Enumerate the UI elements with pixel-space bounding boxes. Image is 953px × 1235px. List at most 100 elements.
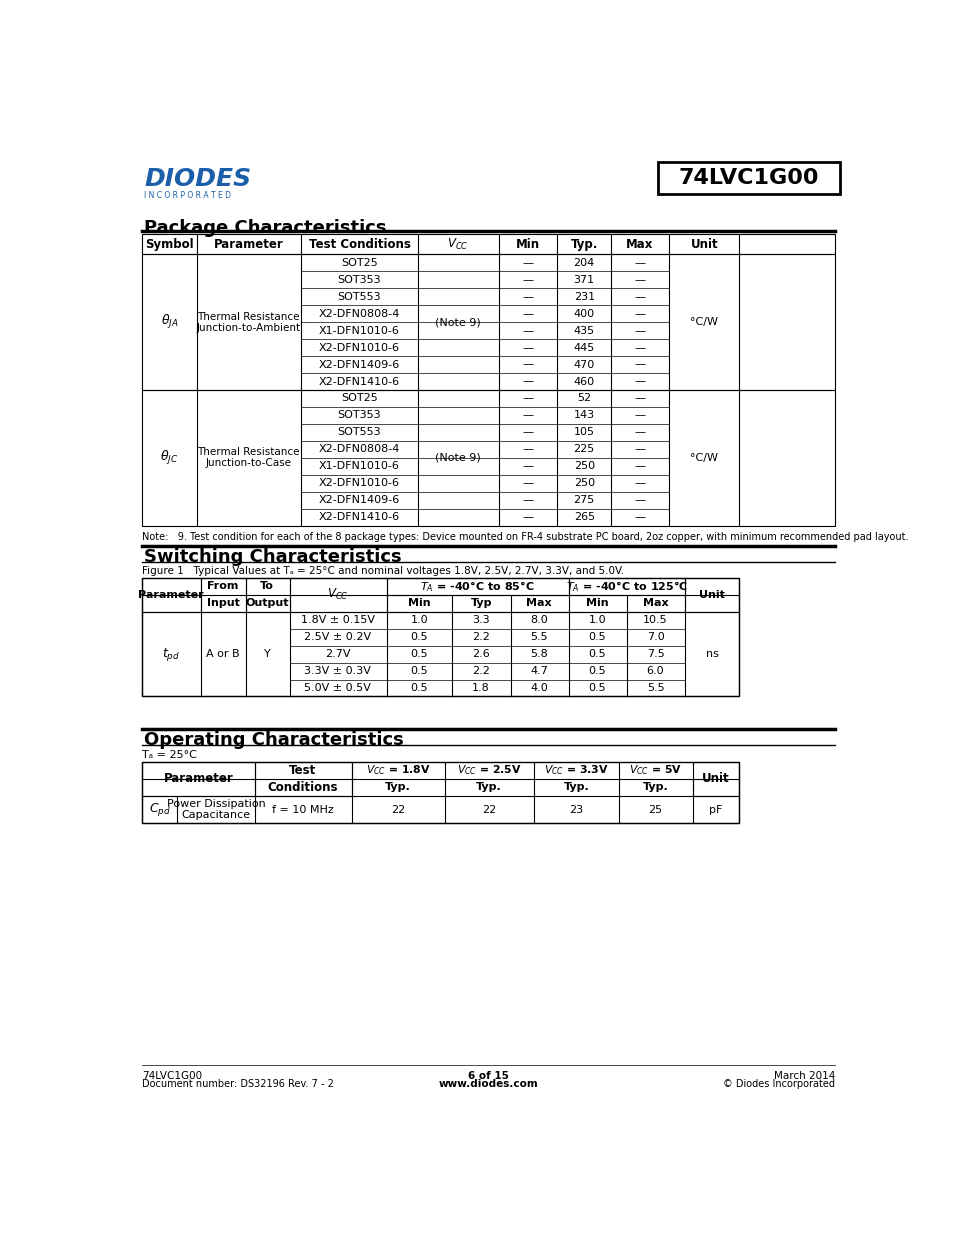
- Bar: [290, 578, 386, 611]
- Text: —: —: [634, 427, 645, 437]
- Text: Output: Output: [245, 598, 289, 609]
- Text: —: —: [634, 275, 645, 285]
- Text: SOT25: SOT25: [341, 394, 377, 404]
- Text: —: —: [521, 326, 533, 336]
- Text: $V_{CC}$ = 5V: $V_{CC}$ = 5V: [628, 763, 681, 777]
- Text: 0.5: 0.5: [410, 632, 428, 642]
- Text: Typ.: Typ.: [476, 782, 501, 793]
- Text: SOT553: SOT553: [337, 291, 381, 301]
- Text: (Note 9): (Note 9): [435, 453, 480, 463]
- Text: —: —: [634, 309, 645, 319]
- Bar: [142, 254, 835, 390]
- Text: 6.0: 6.0: [646, 666, 663, 676]
- Text: 0.5: 0.5: [410, 683, 428, 693]
- Text: 265: 265: [573, 513, 594, 522]
- Text: Parameter: Parameter: [163, 772, 233, 785]
- Text: 5.0V ± 0.5V: 5.0V ± 0.5V: [304, 683, 371, 693]
- Text: X2-DFN1010-6: X2-DFN1010-6: [318, 478, 399, 488]
- Text: $V_{CC}$ = 3.3V: $V_{CC}$ = 3.3V: [544, 763, 608, 777]
- Text: Min: Min: [585, 598, 608, 609]
- Text: Min: Min: [515, 238, 539, 251]
- Text: Operating Characteristics: Operating Characteristics: [144, 731, 403, 750]
- Text: Max: Max: [626, 238, 653, 251]
- Text: To: To: [260, 582, 274, 592]
- Text: —: —: [521, 495, 533, 505]
- Text: Conditions: Conditions: [268, 781, 337, 794]
- Text: SOT353: SOT353: [337, 275, 381, 285]
- Bar: [142, 390, 835, 526]
- Text: —: —: [521, 258, 533, 268]
- Text: From: From: [207, 582, 238, 592]
- Text: 445: 445: [573, 342, 595, 353]
- Text: $T_A$ = -40°C to 85°C: $T_A$ = -40°C to 85°C: [419, 579, 534, 594]
- Text: Test Conditions: Test Conditions: [308, 238, 410, 251]
- Text: 371: 371: [573, 275, 594, 285]
- Text: —: —: [521, 359, 533, 369]
- Text: $V_{CC}$ = 1.8V: $V_{CC}$ = 1.8V: [366, 763, 430, 777]
- Text: Input: Input: [207, 598, 239, 609]
- Text: Figure 1   Typical Values at Tₐ = 25°C and nominal voltages 1.8V, 2.5V, 2.7V, 3.: Figure 1 Typical Values at Tₐ = 25°C and…: [142, 567, 624, 577]
- Text: 250: 250: [573, 461, 594, 472]
- Text: 23: 23: [569, 805, 583, 815]
- Text: Typ.: Typ.: [385, 782, 411, 793]
- Text: 0.5: 0.5: [588, 683, 605, 693]
- Text: 225: 225: [573, 445, 595, 454]
- Text: DIODES: DIODES: [144, 168, 251, 191]
- Text: Junction-to-Case: Junction-to-Case: [206, 458, 292, 468]
- Bar: [142, 795, 739, 824]
- Text: —: —: [634, 342, 645, 353]
- Text: Y: Y: [264, 650, 271, 659]
- Text: 4.0: 4.0: [530, 683, 548, 693]
- Text: X1-DFN1010-6: X1-DFN1010-6: [318, 461, 399, 472]
- Text: 1.8V ± 0.15V: 1.8V ± 0.15V: [300, 615, 375, 625]
- Text: —: —: [521, 342, 533, 353]
- Text: 5.5: 5.5: [646, 683, 663, 693]
- Text: Typ.: Typ.: [642, 782, 668, 793]
- Text: 10.5: 10.5: [642, 615, 667, 625]
- Text: $V_{CC}$: $V_{CC}$: [327, 588, 348, 603]
- Text: $\theta_{JC}$: $\theta_{JC}$: [160, 448, 178, 467]
- Text: 2.6: 2.6: [472, 650, 490, 659]
- Text: 5.5: 5.5: [530, 632, 548, 642]
- Text: Switching Characteristics: Switching Characteristics: [144, 548, 401, 566]
- Text: 3.3: 3.3: [472, 615, 490, 625]
- Text: 1.0: 1.0: [410, 615, 428, 625]
- Text: —: —: [634, 326, 645, 336]
- Text: —: —: [521, 275, 533, 285]
- Text: $T_A$ = -40°C to 125°C: $T_A$ = -40°C to 125°C: [565, 579, 687, 594]
- Text: X2-DFN1410-6: X2-DFN1410-6: [318, 513, 399, 522]
- Text: Symbol: Symbol: [145, 238, 193, 251]
- Text: —: —: [634, 377, 645, 387]
- Text: pF: pF: [709, 805, 722, 815]
- Text: Typ.: Typ.: [570, 238, 598, 251]
- Text: Note:   9. Test condition for each of the 8 package types: Device mounted on FR-: Note: 9. Test condition for each of the …: [142, 531, 908, 542]
- Bar: [142, 762, 254, 795]
- Bar: [142, 611, 739, 697]
- Text: 22: 22: [391, 805, 405, 815]
- Text: A or B: A or B: [206, 650, 239, 659]
- Text: —: —: [634, 445, 645, 454]
- Text: Parameter: Parameter: [138, 590, 204, 600]
- Text: Typ: Typ: [470, 598, 492, 609]
- Text: Power Dissipation: Power Dissipation: [167, 799, 265, 809]
- Text: —: —: [634, 495, 645, 505]
- Text: —: —: [521, 427, 533, 437]
- Text: —: —: [521, 478, 533, 488]
- Text: 143: 143: [573, 410, 594, 420]
- Text: 0.5: 0.5: [588, 632, 605, 642]
- Text: —: —: [521, 291, 533, 301]
- Text: —: —: [634, 478, 645, 488]
- Text: —: —: [521, 513, 533, 522]
- Bar: [142, 578, 200, 611]
- Text: 2.7V: 2.7V: [325, 650, 350, 659]
- Text: Unit: Unit: [699, 590, 724, 600]
- Bar: [658, 162, 840, 194]
- Text: 3.3V ± 0.3V: 3.3V ± 0.3V: [304, 666, 371, 676]
- Text: Tₐ = 25°C: Tₐ = 25°C: [142, 751, 197, 761]
- Text: 2.2: 2.2: [472, 666, 490, 676]
- Text: 0.5: 0.5: [410, 666, 428, 676]
- Text: X2-DFN1010-6: X2-DFN1010-6: [318, 342, 399, 353]
- Text: —: —: [521, 377, 533, 387]
- Text: X1-DFN1010-6: X1-DFN1010-6: [318, 326, 399, 336]
- Bar: [386, 578, 568, 595]
